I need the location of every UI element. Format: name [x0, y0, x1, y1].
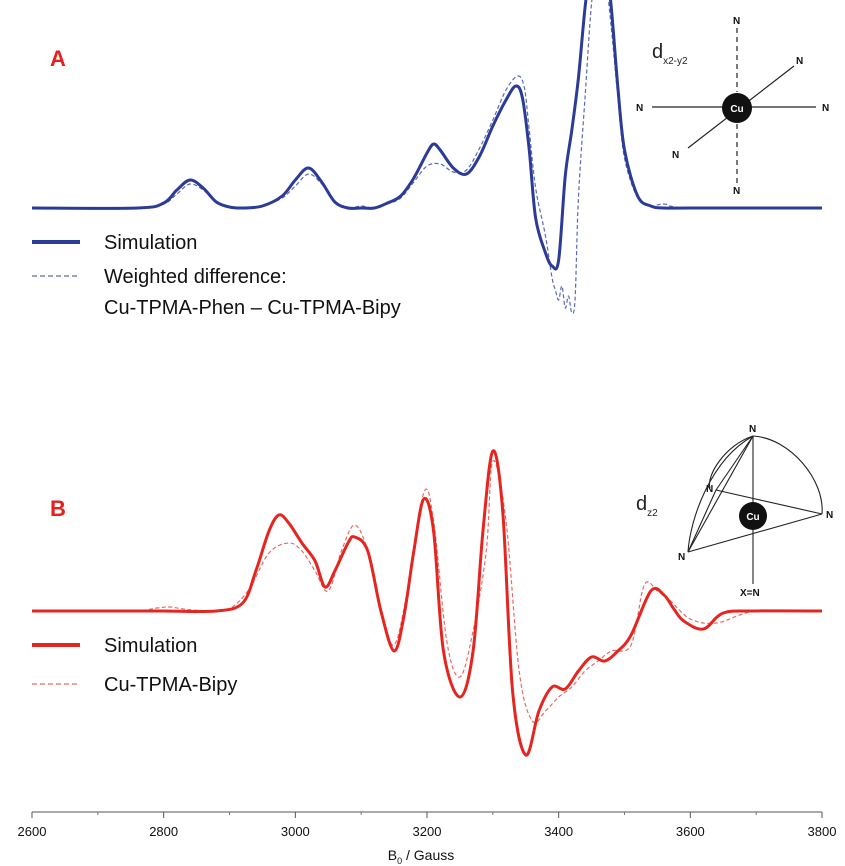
cu-atom-b	[739, 502, 767, 530]
shell-b-arc-right	[752, 435, 823, 515]
x-axis-title: B0 / Gauss	[388, 847, 455, 866]
legend-a-difference-formula: Cu-TPMA-Phen – Cu-TPMA-Bipy	[104, 297, 401, 319]
bond-b-eq1	[715, 489, 823, 515]
molecule-b-diagram: dz2 Cu N N N N X=N	[636, 424, 833, 599]
x-tick-label-2600: 2600	[18, 824, 47, 839]
legend-b-simulation-label: Simulation	[104, 635, 197, 657]
ligand-b-axial: X=N	[740, 588, 760, 599]
x-tick-label-3600: 3600	[676, 824, 705, 839]
ligand-a-lower-left: N	[672, 150, 679, 161]
ligand-a-left: N	[636, 103, 643, 114]
ligand-a-bottom: N	[733, 186, 740, 197]
cu-atom-a-label: Cu	[730, 104, 743, 115]
x-tick-label-2800: 2800	[149, 824, 178, 839]
bond-b-eq2	[687, 513, 823, 553]
spectrum-b	[31, 449, 823, 757]
legend-a-simulation-label: Simulation	[104, 232, 197, 254]
cu-atom-a	[722, 93, 752, 123]
orbital-a-label: dx2-y2	[652, 41, 688, 67]
molecule-a-diagram: dx2-y2 Cu N N N N N N	[636, 16, 829, 197]
panel-label-a: A	[50, 46, 66, 71]
ligand-a-upper-right: N	[796, 56, 803, 67]
shell-b-arc-outer	[687, 435, 754, 553]
ligand-a-top: N	[733, 16, 740, 27]
shell-b-arc-left	[708, 435, 754, 489]
ligand-b-eq1: N	[706, 484, 713, 495]
bond-b-eq3	[687, 489, 717, 553]
cu-atom-b-label: Cu	[746, 512, 759, 523]
series-b-solid-line	[32, 449, 823, 757]
ligand-a-right: N	[822, 103, 829, 114]
series-b-dashed-line	[31, 459, 823, 724]
bond-b-top-eq1	[715, 435, 754, 491]
ligand-b-eq3: N	[678, 552, 685, 563]
orbital-b-label: dz2	[636, 493, 658, 519]
ligand-b-top: N	[749, 424, 756, 435]
legend-a: Simulation Weighted difference: Cu-TPMA-…	[32, 232, 401, 319]
bond-b-top-eq3	[687, 435, 754, 553]
x-tick-label-3200: 3200	[413, 824, 442, 839]
x-tick-label-3800: 3800	[808, 824, 837, 839]
series-a-solid-line	[31, 0, 822, 271]
ligand-b-eq2: N	[826, 510, 833, 521]
legend-b: Simulation Cu-TPMA-Bipy	[32, 635, 237, 696]
panel-label-b: B	[50, 496, 66, 521]
x-tick-label-3000: 3000	[281, 824, 310, 839]
x-tick-label-3400: 3400	[544, 824, 573, 839]
x-axis	[31, 811, 823, 818]
spectrum-a	[31, 0, 823, 315]
legend-a-difference-label: Weighted difference:	[104, 266, 287, 288]
legend-b-bipy-label: Cu-TPMA-Bipy	[104, 674, 237, 696]
